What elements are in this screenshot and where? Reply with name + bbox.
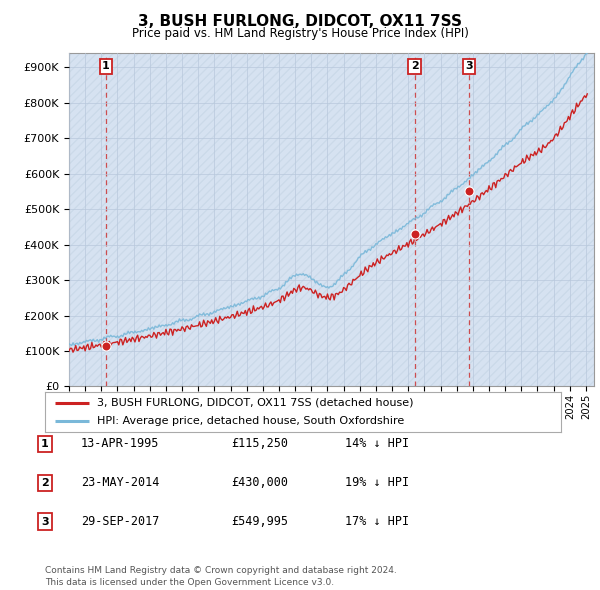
Text: 3, BUSH FURLONG, DIDCOT, OX11 7SS: 3, BUSH FURLONG, DIDCOT, OX11 7SS [138, 14, 462, 29]
Text: 3: 3 [465, 61, 473, 71]
Text: 13-APR-1995: 13-APR-1995 [81, 437, 160, 450]
Text: 29-SEP-2017: 29-SEP-2017 [81, 515, 160, 528]
Text: 14% ↓ HPI: 14% ↓ HPI [345, 437, 409, 450]
Text: Contains HM Land Registry data © Crown copyright and database right 2024.
This d: Contains HM Land Registry data © Crown c… [45, 566, 397, 587]
Text: Price paid vs. HM Land Registry's House Price Index (HPI): Price paid vs. HM Land Registry's House … [131, 27, 469, 40]
Text: £430,000: £430,000 [231, 476, 288, 489]
Text: 2: 2 [41, 478, 49, 487]
Text: 19% ↓ HPI: 19% ↓ HPI [345, 476, 409, 489]
Text: 3: 3 [41, 517, 49, 526]
Text: £115,250: £115,250 [231, 437, 288, 450]
Bar [69, 53, 594, 386]
Text: 3, BUSH FURLONG, DIDCOT, OX11 7SS (detached house): 3, BUSH FURLONG, DIDCOT, OX11 7SS (detac… [97, 398, 413, 408]
Text: 23-MAY-2014: 23-MAY-2014 [81, 476, 160, 489]
Text: 1: 1 [41, 439, 49, 448]
Text: 17% ↓ HPI: 17% ↓ HPI [345, 515, 409, 528]
Text: £549,995: £549,995 [231, 515, 288, 528]
Text: 1: 1 [102, 61, 110, 71]
Text: 2: 2 [410, 61, 418, 71]
Text: HPI: Average price, detached house, South Oxfordshire: HPI: Average price, detached house, Sout… [97, 416, 404, 426]
Bar [69, 53, 594, 386]
